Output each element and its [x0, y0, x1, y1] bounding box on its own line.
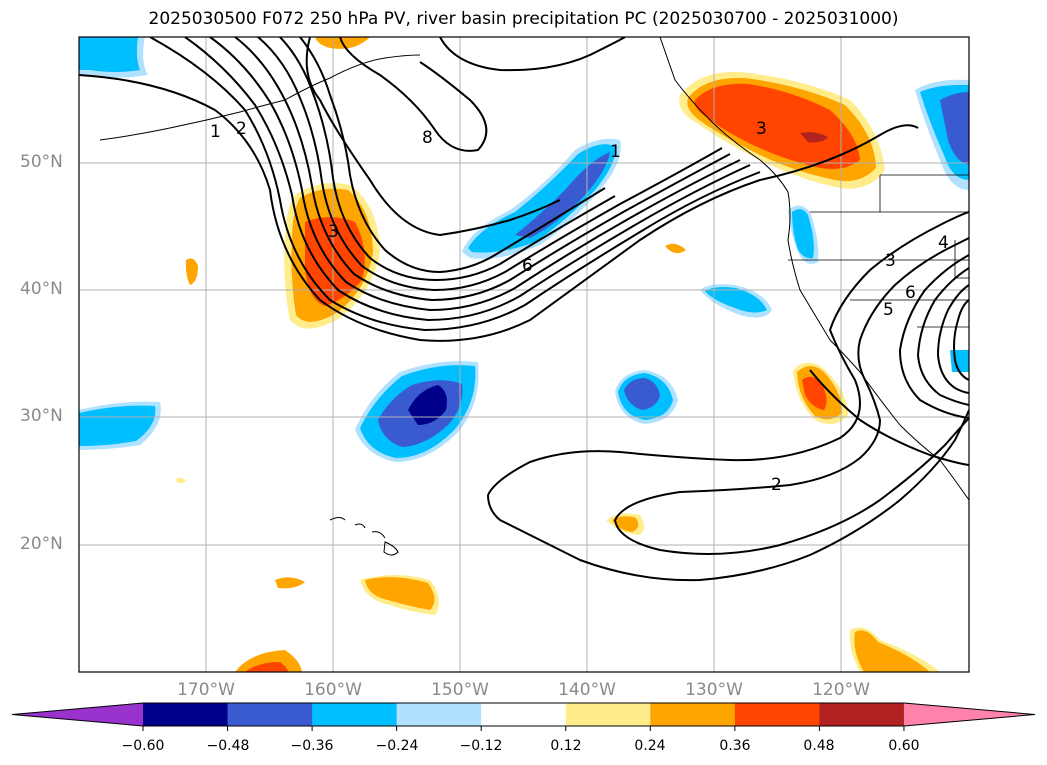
lat-label: 50°N [20, 152, 63, 172]
contour-label: 1 [210, 122, 221, 142]
pv-contours [79, 37, 969, 582]
pv-contour [614, 417, 969, 555]
pv-contour [936, 284, 969, 394]
colorbar-segment [650, 703, 736, 726]
colorbar-tick-label: −0.24 [375, 738, 419, 754]
colorbar-tick-label: −0.36 [290, 738, 334, 754]
contour-label: 3 [885, 251, 896, 271]
lon-label: 170°W [177, 680, 235, 700]
pv-contour [279, 37, 616, 282]
map-frame [78, 36, 970, 673]
contour-label: 5 [883, 300, 894, 320]
contour-label: 2 [771, 475, 782, 495]
pv-contour [257, 37, 723, 292]
colorbar-tick-label: 0.48 [803, 738, 835, 754]
contour-label: 8 [422, 128, 433, 148]
pv-contour [79, 74, 919, 342]
lon-label: 160°W [304, 680, 362, 700]
contour-label: 1 [610, 142, 621, 162]
pv-contour [953, 299, 969, 381]
colorbar-tick-label: −0.60 [121, 738, 165, 754]
colorbar-tick-label: −0.48 [206, 738, 250, 754]
colorbar-tick-label: 0.60 [888, 738, 920, 754]
pv-contour [809, 369, 969, 466]
pv-contour [916, 267, 969, 406]
colorbar-tick-label: 0.24 [634, 738, 666, 754]
contour-label: 6 [905, 283, 916, 303]
colorbar-tick-label: 0.36 [719, 738, 751, 754]
lat-label: 40°N [20, 279, 63, 299]
colorbar-segment [396, 703, 482, 726]
colorbar-tick-label: 0.12 [550, 738, 582, 754]
pv-contour-labels: 1 2 8 6 1 3 4 3 5 6 2 3 [210, 119, 949, 495]
pv-contour [305, 37, 561, 237]
colorbar-tick-label: −0.12 [459, 738, 503, 754]
pv-contour [614, 237, 969, 521]
lon-label: 150°W [431, 680, 489, 700]
colorbar-segment [481, 703, 567, 726]
contour-label: 4 [938, 233, 949, 253]
lat-label: 20°N [20, 534, 63, 554]
colorbar-segment [227, 703, 313, 726]
pv-contour [234, 37, 731, 302]
pv-contour [184, 37, 751, 322]
pv-contour [898, 254, 969, 419]
pv-contour [299, 37, 606, 274]
colorbar-segment [819, 703, 905, 726]
lon-label: 120°W [812, 680, 870, 700]
colorbar-segment [312, 703, 398, 726]
map-title: 2025030500 F072 250 hPa PV, river basin … [148, 9, 899, 29]
colorbar-segment [565, 703, 651, 726]
contour-label: 2 [236, 119, 247, 139]
colorbar-segment [734, 703, 820, 726]
contour-label: 3 [756, 119, 767, 139]
pv-contour [439, 37, 626, 72]
pv-contour [209, 37, 741, 312]
colorbar-segment [143, 703, 229, 726]
lon-label: 130°W [685, 680, 743, 700]
colorbar [11, 702, 1036, 731]
contour-label: 6 [522, 256, 533, 276]
pv-contour [339, 37, 488, 152]
precip-fill-layer [79, 37, 969, 672]
colorbar-extend-max [903, 703, 1035, 726]
pv-contour [487, 211, 969, 496]
lon-label: 140°W [558, 680, 616, 700]
pv-contour [149, 37, 761, 332]
lat-label: 30°N [20, 406, 63, 426]
colorbar-extend-min [12, 703, 143, 726]
contour-label: 3 [328, 222, 339, 242]
